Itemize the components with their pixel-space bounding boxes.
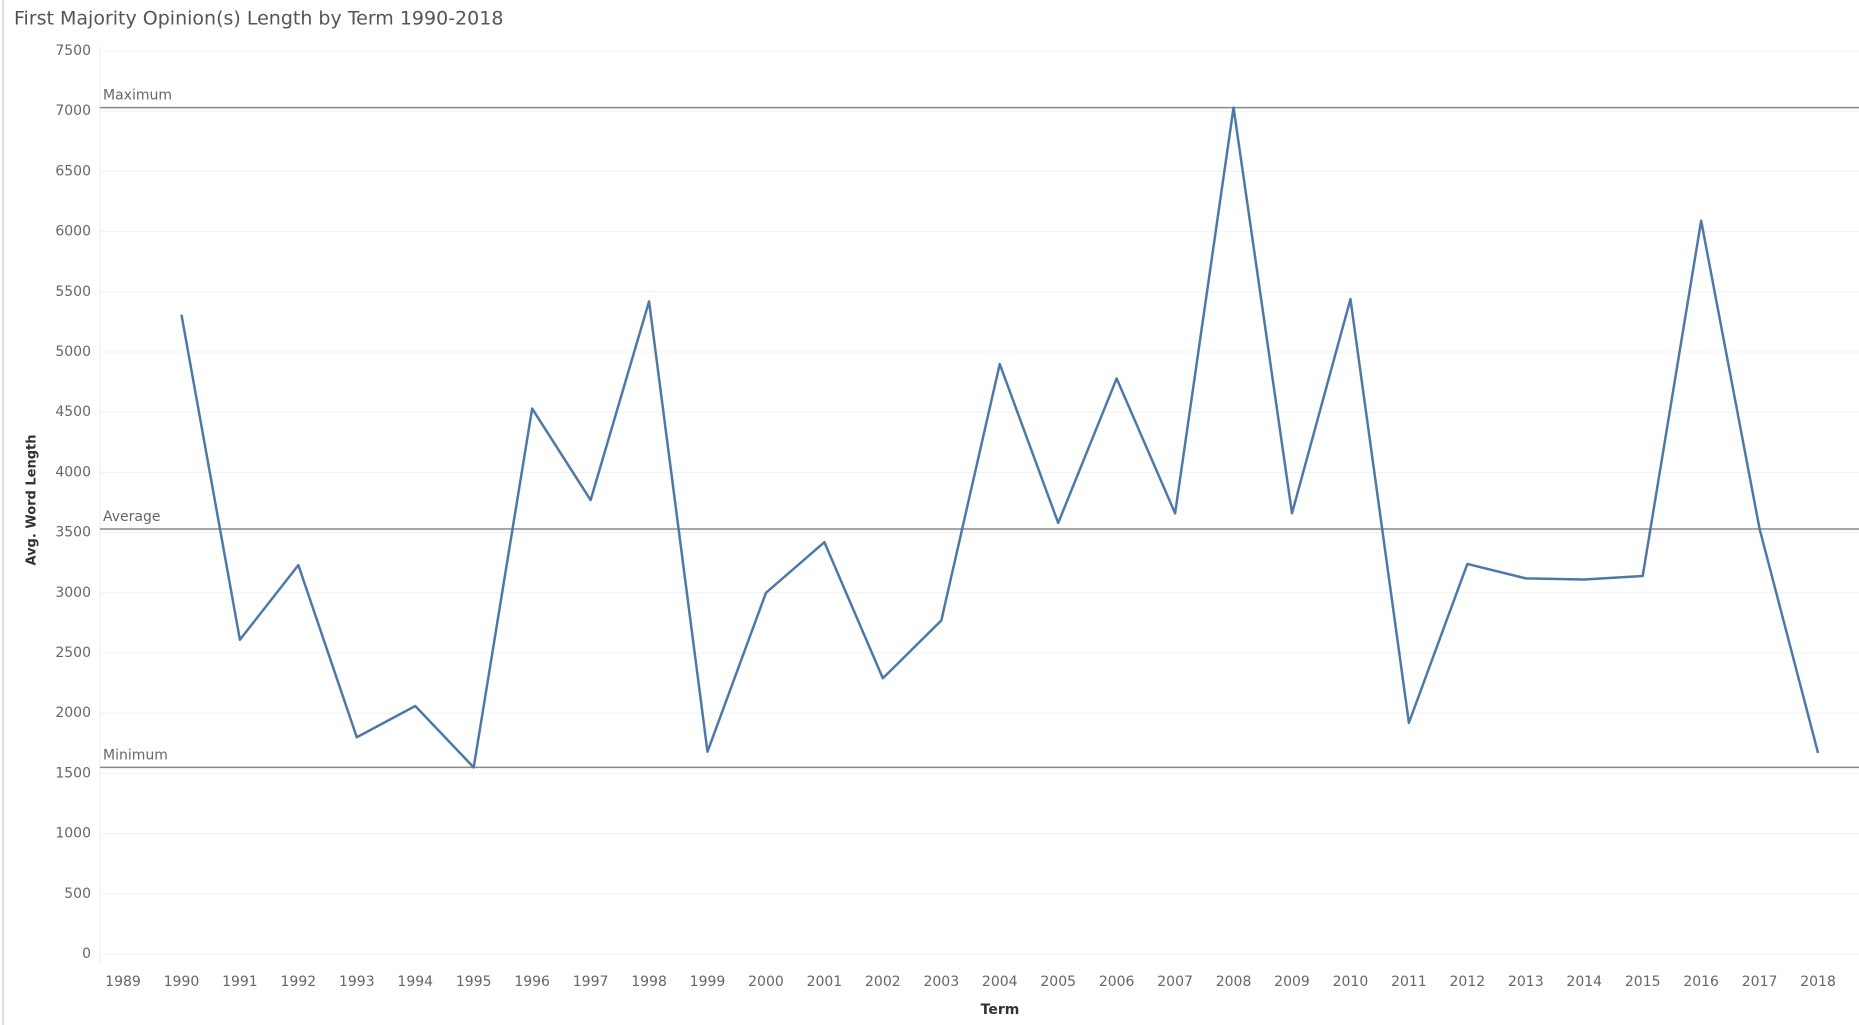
y-tick-label: 5000 [55,344,91,360]
y-tick-label: 3000 [55,585,91,601]
x-tick-label: 2008 [1216,974,1252,990]
y-tick-label: 500 [64,886,91,902]
x-tick-label: 2017 [1742,974,1778,990]
x-tick-label: 2010 [1333,974,1369,990]
x-tick-label: 1997 [573,974,609,990]
x-tick-label: 2002 [865,974,901,990]
y-tick-label: 7500 [55,43,91,59]
y-tick-label: 2500 [55,645,91,661]
reference-label: Minimum [103,747,168,763]
y-tick-label: 6000 [55,224,91,240]
y-tick-label: 2000 [55,705,91,721]
y-tick-label: 1500 [55,765,91,781]
x-tick-label: 1995 [456,974,492,990]
x-tick-label: 2006 [1099,974,1135,990]
x-tick-label: 2014 [1566,974,1602,990]
x-tick-label: 1999 [690,974,726,990]
x-tick-label: 2009 [1274,974,1310,990]
y-tick-label: 6500 [55,163,91,179]
x-tick-label: 2003 [923,974,959,990]
y-tick-label: 4000 [55,464,91,480]
x-tick-label: 2004 [982,974,1018,990]
x-tick-label: 1993 [339,974,375,990]
x-tick-label: 2016 [1683,974,1719,990]
x-tick-label: 2015 [1625,974,1661,990]
y-tick-label: 7000 [55,103,91,119]
data-line [180,106,1820,769]
x-tick-label: 1990 [164,974,200,990]
x-tick-label: 2013 [1508,974,1544,990]
y-tick-label: 0 [82,946,91,962]
y-tick-label: 1000 [55,826,91,842]
x-tick-label: 1998 [631,974,667,990]
y-tick-label: 3500 [55,525,91,541]
x-axis-title: Term [981,1002,1020,1018]
y-tick-label: 5500 [55,284,91,300]
x-tick-label: 1989 [105,974,141,990]
reference-label: Maximum [103,88,172,104]
chart-title: First Majority Opinion(s) Length by Term… [14,8,503,30]
x-tick-label: 2011 [1391,974,1427,990]
x-tick-label: 1991 [222,974,258,990]
x-tick-label: 2012 [1450,974,1486,990]
x-tick-label: 2007 [1157,974,1193,990]
x-tick-label: 1996 [514,974,550,990]
reference-label: Average [103,509,161,525]
y-axis-title: Avg. Word Length [25,434,40,565]
x-tick-label: 2001 [807,974,843,990]
x-tick-label: 2018 [1800,974,1836,990]
x-tick-label: 2000 [748,974,784,990]
y-tick-label: 4500 [55,404,91,420]
x-tick-label: 1992 [281,974,317,990]
x-tick-label: 1994 [397,974,433,990]
x-tick-label: 2005 [1040,974,1076,990]
